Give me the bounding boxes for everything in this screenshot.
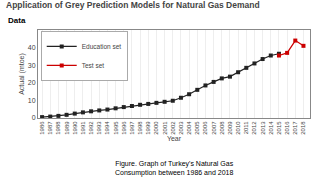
svg-text:1992: 1992 [88,121,94,135]
svg-text:2005: 2005 [194,121,200,135]
svg-text:2000: 2000 [153,121,159,135]
svg-text:1996: 1996 [121,121,127,135]
svg-text:Test set: Test set [82,62,105,69]
svg-text:0: 0 [32,114,36,121]
svg-text:20: 20 [28,79,36,86]
svg-text:2002: 2002 [170,121,176,135]
svg-text:2004: 2004 [186,121,192,135]
svg-text:1988: 1988 [55,121,61,135]
svg-text:30: 30 [28,62,36,69]
svg-text:Data: Data [8,16,26,25]
svg-text:1997: 1997 [129,121,135,135]
svg-text:2017: 2017 [292,121,298,135]
svg-text:40: 40 [28,44,36,51]
svg-text:2006: 2006 [202,121,208,135]
svg-text:2008: 2008 [219,121,225,135]
svg-text:2013: 2013 [260,121,266,135]
svg-text:1998: 1998 [137,121,143,135]
svg-text:Year: Year [167,135,182,142]
svg-text:1994: 1994 [104,121,110,135]
svg-text:2010: 2010 [235,121,241,135]
svg-text:1990: 1990 [72,121,78,135]
svg-text:1986: 1986 [39,121,45,135]
svg-text:2003: 2003 [178,121,184,135]
svg-text:2001: 2001 [162,121,168,135]
svg-text:2014: 2014 [268,121,274,135]
svg-text:1995: 1995 [113,121,119,135]
svg-text:2007: 2007 [211,121,217,135]
svg-text:10: 10 [28,97,36,104]
svg-text:1991: 1991 [80,121,86,135]
svg-text:1999: 1999 [145,121,151,135]
svg-text:2016: 2016 [284,121,290,135]
svg-text:Education set: Education set [82,43,122,50]
svg-text:Application of Grey Prediction: Application of Grey Prediction Models fo… [6,0,260,10]
svg-text:Actual (mtoe): Actual (mtoe) [18,53,26,95]
svg-text:Figure. Graph of Turkey's Natu: Figure. Graph of Turkey's Natural GasCon… [115,160,234,177]
svg-text:1993: 1993 [96,121,102,135]
svg-text:2018: 2018 [300,121,306,135]
svg-text:2009: 2009 [227,121,233,135]
svg-text:2015: 2015 [276,121,282,135]
svg-text:1989: 1989 [64,121,70,135]
svg-text:2012: 2012 [251,121,257,135]
svg-text:2011: 2011 [243,121,249,135]
svg-text:1987: 1987 [47,121,53,135]
